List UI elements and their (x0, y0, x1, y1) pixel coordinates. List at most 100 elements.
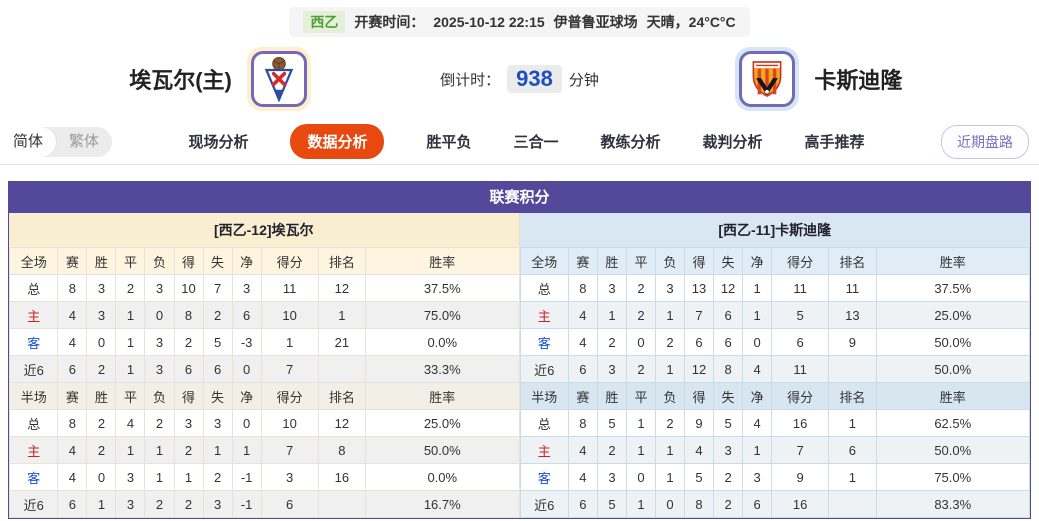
column-header: 负 (654, 382, 686, 410)
stat-cell: 2 (654, 409, 686, 437)
nav-tab-5[interactable]: 教练分析 (600, 134, 661, 151)
stat-cell: 6 (742, 490, 773, 518)
stat-cell: 6 (771, 328, 830, 356)
stat-cell: 1 (625, 436, 656, 464)
stat-cell: 4 (57, 463, 88, 491)
stat-cell: 0.0% (365, 328, 520, 356)
stat-cell: 0 (231, 355, 262, 383)
stat-cell: 3 (202, 490, 233, 518)
row-label: 近6 (519, 490, 569, 518)
stat-cell: 4 (742, 409, 773, 437)
stat-cell: 0 (231, 409, 262, 437)
column-header: 胜率 (365, 382, 520, 410)
column-header: 胜 (596, 382, 627, 410)
column-header: 得 (173, 382, 204, 410)
nav-tab-1[interactable]: 现场分析 (188, 134, 249, 151)
stat-cell: 2 (713, 463, 744, 491)
stat-cell: 13 (828, 301, 877, 329)
stat-cell: 1 (144, 463, 175, 491)
table-row: 客 4 0 1 3 2 5 -3 1 21 0.0% (8, 328, 520, 356)
stat-cell: 4 (57, 436, 88, 464)
castellon-crest-icon (739, 51, 796, 107)
stat-cell: 83.3% (875, 490, 1031, 518)
table-row: 近6 6 5 1 0 8 2 6 16 83.3% (519, 490, 1031, 518)
column-header: 平 (115, 247, 146, 275)
stat-cell: 8 (57, 409, 88, 437)
nav-tab-6[interactable]: 裁判分析 (702, 134, 763, 151)
language-toggle: 简体 繁体 (0, 126, 113, 157)
nav-tab-2[interactable]: 数据分析 (290, 124, 385, 159)
stat-cell: 1 (144, 436, 175, 464)
row-label: 近6 (519, 355, 569, 383)
stat-cell: 8 (317, 436, 367, 464)
stat-cell: 1 (596, 301, 627, 329)
column-header: 全场 (519, 247, 569, 275)
stat-cell: 4 (567, 301, 598, 329)
stat-cell: 3 (173, 409, 204, 437)
column-header: 胜率 (875, 382, 1031, 410)
stat-cell: 2 (625, 301, 656, 329)
column-header: 失 (713, 382, 744, 410)
stat-cell: 11 (771, 355, 830, 383)
column-header: 得 (684, 382, 715, 410)
stat-cell: 8 (57, 274, 88, 302)
column-header: 胜 (86, 247, 117, 275)
stat-cell: 2 (625, 355, 656, 383)
stat-cell: 3 (202, 409, 233, 437)
row-label: 总 (8, 409, 59, 437)
stat-cell: 6 (57, 490, 88, 518)
column-header: 净 (742, 382, 773, 410)
stat-cell: 1 (828, 463, 877, 491)
stat-cell: 5 (596, 490, 627, 518)
recent-odds-button[interactable]: 近期盘路 (941, 124, 1029, 159)
away-team: 卡斯迪隆 (599, 47, 1039, 111)
column-header: 赛 (57, 247, 88, 275)
stat-cell: 1 (742, 274, 773, 302)
header-row: 半场赛胜平负得失净得分 排名 胜率 (8, 382, 520, 410)
stat-cell: 16 (771, 490, 830, 518)
table-row: 主 4 2 1 1 2 1 1 7 8 50.0% (8, 436, 520, 464)
stat-cell: 4 (567, 328, 598, 356)
row-label: 主 (8, 301, 59, 329)
countdown: 倒计时： 938 分钟 (440, 65, 599, 93)
stat-cell: 13 (684, 274, 715, 302)
countdown-unit: 分钟 (568, 71, 599, 89)
nav-tab-4[interactable]: 三合一 (513, 134, 559, 151)
row-label: 总 (519, 274, 569, 302)
stat-cell: 1 (742, 301, 773, 329)
stat-cell: 1 (115, 436, 146, 464)
stat-cell: 6 (713, 328, 744, 356)
nav-tab-3[interactable]: 胜平负 (426, 134, 472, 151)
column-header: 半场 (519, 382, 569, 410)
panel-body: [西乙-12]埃瓦尔 全场赛胜平负得失净得分 排名 胜率总 8 3 2 3 10 7 3 11 12 3… (8, 213, 1031, 518)
stat-cell: 37.5% (365, 274, 520, 302)
stat-cell: 11 (771, 274, 830, 302)
column-header: 净 (742, 247, 773, 275)
column-header: 排名 (317, 247, 367, 275)
stat-cell: 3 (115, 463, 146, 491)
venue: 伊普鲁亚球场 (553, 14, 638, 30)
column-header: 平 (625, 247, 656, 275)
stat-cell: 3 (742, 463, 773, 491)
stat-cell: 1 (654, 463, 686, 491)
stat-cell: 1 (115, 328, 146, 356)
home-team: 埃瓦尔(主) (0, 47, 440, 111)
stat-cell: 3 (144, 355, 175, 383)
away-stats-side: [西乙-11]卡斯迪隆 全场赛胜平负得失净得分 排名 胜率总 8 3 2 3 13 12 1 11 1… (519, 213, 1031, 518)
row-label: 总 (519, 409, 569, 437)
league-points-panel: 联赛积分 [西乙-12]埃瓦尔 全场赛胜平负得失净得分 排名 胜率总 8 3 2 3 10 7 3… (8, 181, 1031, 519)
table-row: 主 4 2 1 1 4 3 1 7 6 50.0% (519, 436, 1031, 464)
toggle-traditional[interactable]: 繁体 (69, 132, 100, 150)
stat-cell (828, 490, 877, 518)
stat-cell: 2 (86, 409, 117, 437)
stat-cell: -1 (231, 490, 262, 518)
stat-cell: 8 (567, 274, 598, 302)
toggle-simplified[interactable]: 简体 (0, 126, 57, 157)
stat-cell: 3 (654, 274, 686, 302)
stat-cell: 1 (115, 355, 146, 383)
stat-cell: 8 (713, 355, 744, 383)
league-badge: 西乙 (303, 11, 346, 33)
stat-cell: 0 (625, 328, 656, 356)
stat-cell: 2 (596, 328, 627, 356)
nav-tab-7[interactable]: 高手推荐 (804, 134, 865, 151)
